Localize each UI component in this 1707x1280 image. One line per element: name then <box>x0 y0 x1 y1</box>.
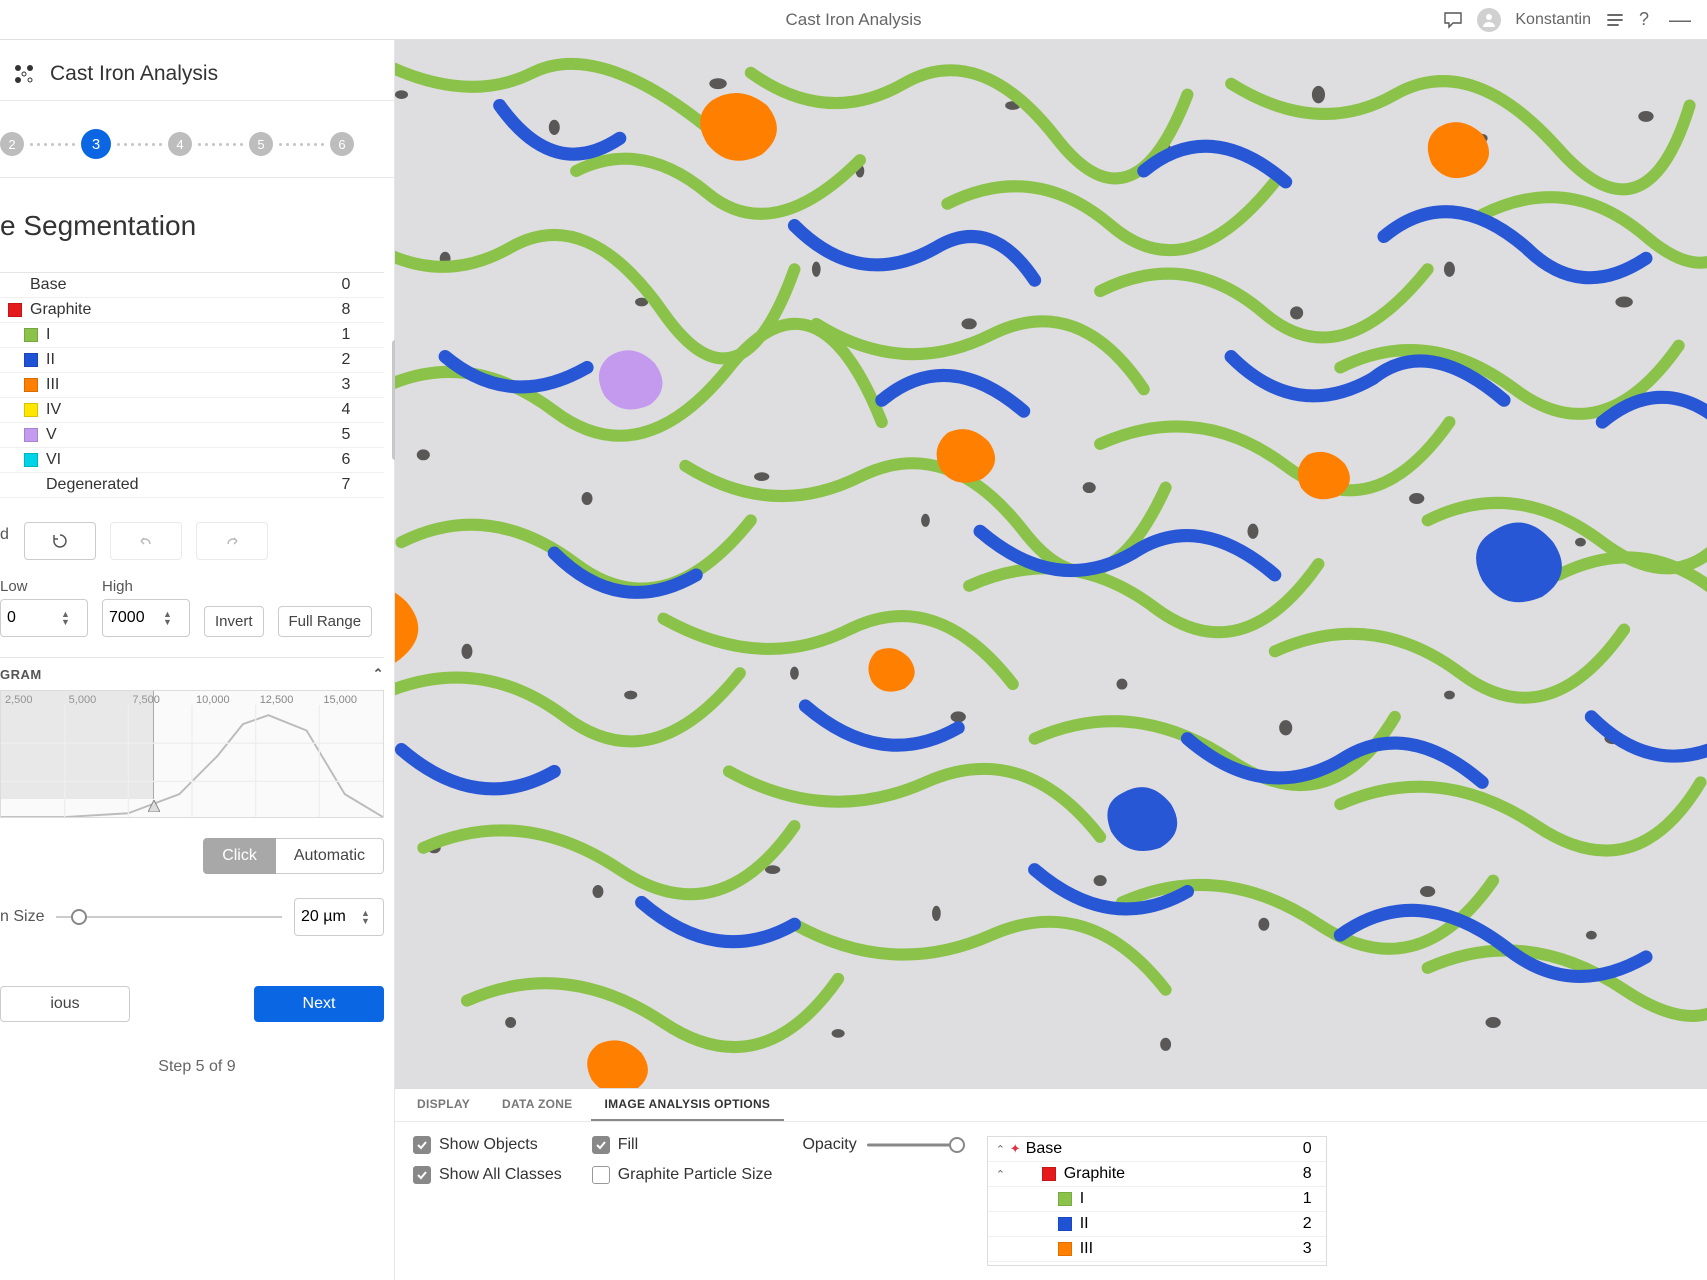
class-row[interactable]: V5 <box>0 423 384 448</box>
minimize-button[interactable]: — <box>1663 7 1697 33</box>
bottom-class-row[interactable]: I1 <box>988 1187 1326 1212</box>
next-button[interactable]: Next <box>254 986 384 1022</box>
histogram-label: GRAM <box>0 667 42 682</box>
fill-checkbox[interactable] <box>592 1136 610 1154</box>
tab-image-analysis-options[interactable]: IMAGE ANALYSIS OPTIONS <box>591 1089 785 1121</box>
high-input-field[interactable] <box>109 609 163 627</box>
bottom-class-row[interactable]: II2 <box>988 1212 1326 1237</box>
class-row[interactable]: Degenerated7 <box>0 473 384 498</box>
tab-display[interactable]: DISPLAY <box>403 1089 484 1121</box>
fill-label: Fill <box>618 1136 638 1154</box>
step-4[interactable]: 4 <box>168 132 192 156</box>
threshold-mode-row: d <box>0 498 394 570</box>
bottom-tabs: DISPLAYDATA ZONEIMAGE ANALYSIS OPTIONS <box>395 1089 1707 1122</box>
opacity-label: Opacity <box>802 1136 856 1154</box>
invert-button[interactable]: Invert <box>204 606 264 637</box>
redo-button[interactable] <box>196 522 268 560</box>
automatic-mode-button[interactable]: Automatic <box>276 838 384 874</box>
histogram-header[interactable]: GRAM ⌃ <box>0 657 384 690</box>
opacity-col: Opacity <box>802 1136 956 1154</box>
range-row: Low ▲▼ High ▲▼ Invert Full Range <box>0 570 394 647</box>
chevron-up-icon: ⌃ <box>373 666 384 682</box>
class-row[interactable]: VI6 <box>0 448 384 473</box>
user-name[interactable]: Konstantin <box>1515 11 1591 29</box>
high-spinner[interactable]: ▲▼ <box>163 610 172 626</box>
sidebar: Cast Iron Analysis 23456 e Segmentation … <box>0 40 395 1280</box>
high-input[interactable]: ▲▼ <box>102 599 190 637</box>
image-viewer[interactable] <box>395 40 1707 1088</box>
display-options-col-2: Fill Graphite Particle Size <box>592 1136 773 1184</box>
opacity-slider[interactable] <box>867 1137 957 1153</box>
low-input[interactable]: ▲▼ <box>0 599 88 637</box>
undo-button[interactable] <box>110 522 182 560</box>
micrograph-overlay <box>395 40 1707 1088</box>
low-label: Low <box>0 578 88 595</box>
size-slider[interactable] <box>56 907 282 927</box>
full-range-button[interactable]: Full Range <box>278 606 373 637</box>
previous-button[interactable]: ious <box>0 986 130 1022</box>
show-objects-checkbox[interactable] <box>413 1136 431 1154</box>
wizard-nav: ious Next <box>0 946 394 1032</box>
size-input[interactable]: ▲▼ <box>294 898 384 936</box>
show-all-classes-checkbox[interactable] <box>413 1166 431 1184</box>
help-icon[interactable]: ? <box>1639 9 1649 30</box>
histogram-section: GRAM ⌃ 2,5005,0007,50010,00012,50015,000 <box>0 657 384 818</box>
step-6[interactable]: 6 <box>330 132 354 156</box>
titlebar: Cast Iron Analysis Konstantin ? — <box>0 0 1707 40</box>
step-3[interactable]: 3 <box>81 129 111 159</box>
size-spinner[interactable]: ▲▼ <box>361 909 370 925</box>
content-area: DISPLAYDATA ZONEIMAGE ANALYSIS OPTIONS S… <box>395 40 1707 1280</box>
analysis-icon <box>10 60 38 88</box>
step-counter: Step 5 of 9 <box>0 1032 394 1086</box>
threshold-label: d <box>0 522 10 560</box>
titlebar-actions: Konstantin ? — <box>1443 7 1697 33</box>
histogram-body[interactable]: 2,5005,0007,50010,00012,50015,000 <box>0 690 384 818</box>
class-row[interactable]: I1 <box>0 323 384 348</box>
reset-button[interactable] <box>24 522 96 560</box>
step-5[interactable]: 5 <box>249 132 273 156</box>
stepper: 2 3 4 5 6 <box>0 101 394 178</box>
class-table: Base0Graphite8I1II2III3IV4V5VI6Degenerat… <box>0 272 384 498</box>
bottom-class-table[interactable]: ⌃✦Base0⌃Graphite8I1II2III3IV4 <box>987 1136 1327 1266</box>
click-mode-button[interactable]: Click <box>203 838 276 874</box>
size-label: n Size <box>0 908 44 926</box>
bottom-class-row[interactable]: IV4 <box>988 1262 1326 1266</box>
high-label: High <box>102 578 190 595</box>
low-input-field[interactable] <box>7 609 61 627</box>
menu-icon[interactable] <box>1605 10 1625 30</box>
bottom-class-row[interactable]: III3 <box>988 1237 1326 1262</box>
bottom-panel: DISPLAYDATA ZONEIMAGE ANALYSIS OPTIONS S… <box>395 1088 1707 1280</box>
class-row[interactable]: IV4 <box>0 398 384 423</box>
class-row[interactable]: Graphite8 <box>0 298 384 323</box>
step-2[interactable]: 2 <box>0 132 24 156</box>
app-title: Cast Iron Analysis <box>785 10 921 30</box>
bottom-class-row[interactable]: ⌃✦Base0 <box>988 1137 1326 1162</box>
class-row[interactable]: III3 <box>0 373 384 398</box>
show-all-classes-label: Show All Classes <box>439 1166 562 1184</box>
low-spinner[interactable]: ▲▼ <box>61 610 70 626</box>
size-row: n Size ▲▼ <box>0 884 394 946</box>
class-row[interactable]: II2 <box>0 348 384 373</box>
bottom-class-row[interactable]: ⌃Graphite8 <box>988 1162 1326 1187</box>
class-row[interactable]: Base0 <box>0 273 384 298</box>
sidebar-title: Cast Iron Analysis <box>50 62 218 86</box>
size-input-field[interactable] <box>301 908 361 926</box>
sidebar-header: Cast Iron Analysis <box>0 40 394 101</box>
comment-icon[interactable] <box>1443 10 1463 30</box>
user-avatar-icon[interactable] <box>1477 8 1501 32</box>
show-objects-label: Show Objects <box>439 1136 538 1154</box>
tab-data-zone[interactable]: DATA ZONE <box>488 1089 586 1121</box>
particle-size-label: Graphite Particle Size <box>618 1166 773 1184</box>
display-options-col-1: Show Objects Show All Classes <box>413 1136 562 1184</box>
mode-row: Click Automatic <box>0 818 394 884</box>
particle-size-checkbox[interactable] <box>592 1166 610 1184</box>
section-title: e Segmentation <box>0 178 394 272</box>
histogram-handle[interactable] <box>148 799 160 811</box>
